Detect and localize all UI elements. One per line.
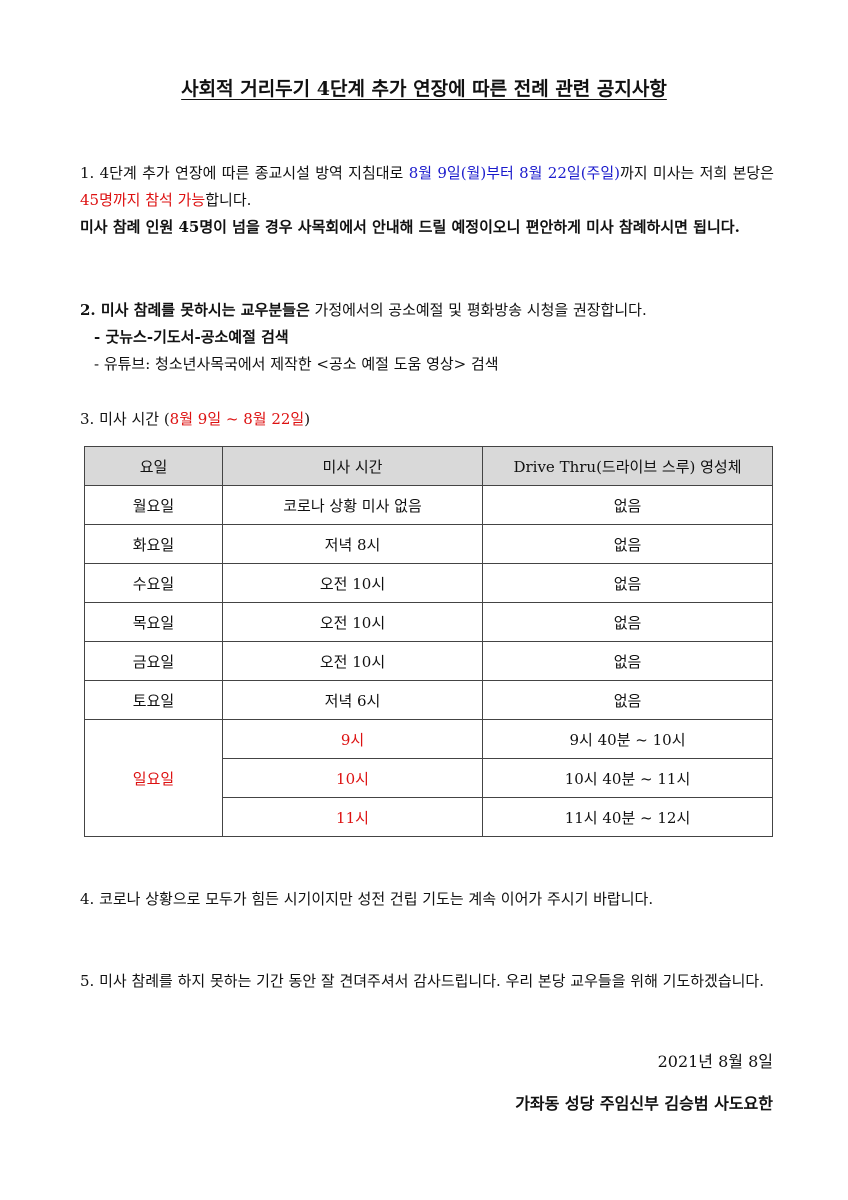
table-row-sunday: 11시 11시 40분 ~ 12시 xyxy=(85,797,773,837)
mass-schedule-table: 요일 미사 시간 Drive Thru(드라이브 스루) 영성체 월요일 코로나 상황… xyxy=(84,446,773,837)
page-title: 사회적 거리두기 4단계 추가 연장에 따른 전례 관련 공지사항 xyxy=(181,78,667,100)
capacity-highlight: 45명까지 참석 가능 xyxy=(80,191,206,209)
table-row: 목요일 오전 10시 없음 xyxy=(84,602,773,642)
notice-date: 2021년 8월 8일 xyxy=(657,1052,773,1071)
date-range: 8월 9일(월)부터 8월 22일(주일) xyxy=(408,164,620,182)
paragraph-1: 1. 4단계 추가 연장에 따른 종교시설 방역 지침대로 8월 9일(월)부터… xyxy=(80,164,774,236)
table-row-sunday: 10시 10시 40분 ~ 11시 xyxy=(85,758,773,798)
table-row-sunday: 일요일 9시 9시 40분 ~ 10시 xyxy=(84,719,773,837)
paragraph-5: 5. 미사 참례를 하지 못하는 기간 동안 잘 견뎌주셔서 감사드립니다. 우… xyxy=(80,972,765,990)
table-header-row: 요일 미사 시간 Drive Thru(드라이브 스루) 영성체 xyxy=(84,446,773,486)
table-row: 월요일 코로나 상황 미사 없음 없음 xyxy=(84,485,773,525)
paragraph-4: 4. 코로나 상황으로 모두가 힘든 시기이지만 성전 건립 기도는 계속 이어… xyxy=(80,890,654,908)
signature: 가좌동 성당 주임신부 김승범 사도요한 xyxy=(515,1094,773,1113)
table-row: 화요일 저녁 8시 없음 xyxy=(84,524,773,564)
paragraph-3: 3. 미사 시간 (8월 9일 ~ 8월 22일) xyxy=(80,410,311,428)
table-row: 수요일 오전 10시 없음 xyxy=(84,563,773,603)
table-row: 토요일 저녁 6시 없음 xyxy=(84,680,773,720)
paragraph-2: 2. 미사 참례를 못하시는 교우분들은 가정에서의 공소예절 및 평화방송 시… xyxy=(80,301,647,373)
table-row: 금요일 오전 10시 없음 xyxy=(84,641,773,681)
